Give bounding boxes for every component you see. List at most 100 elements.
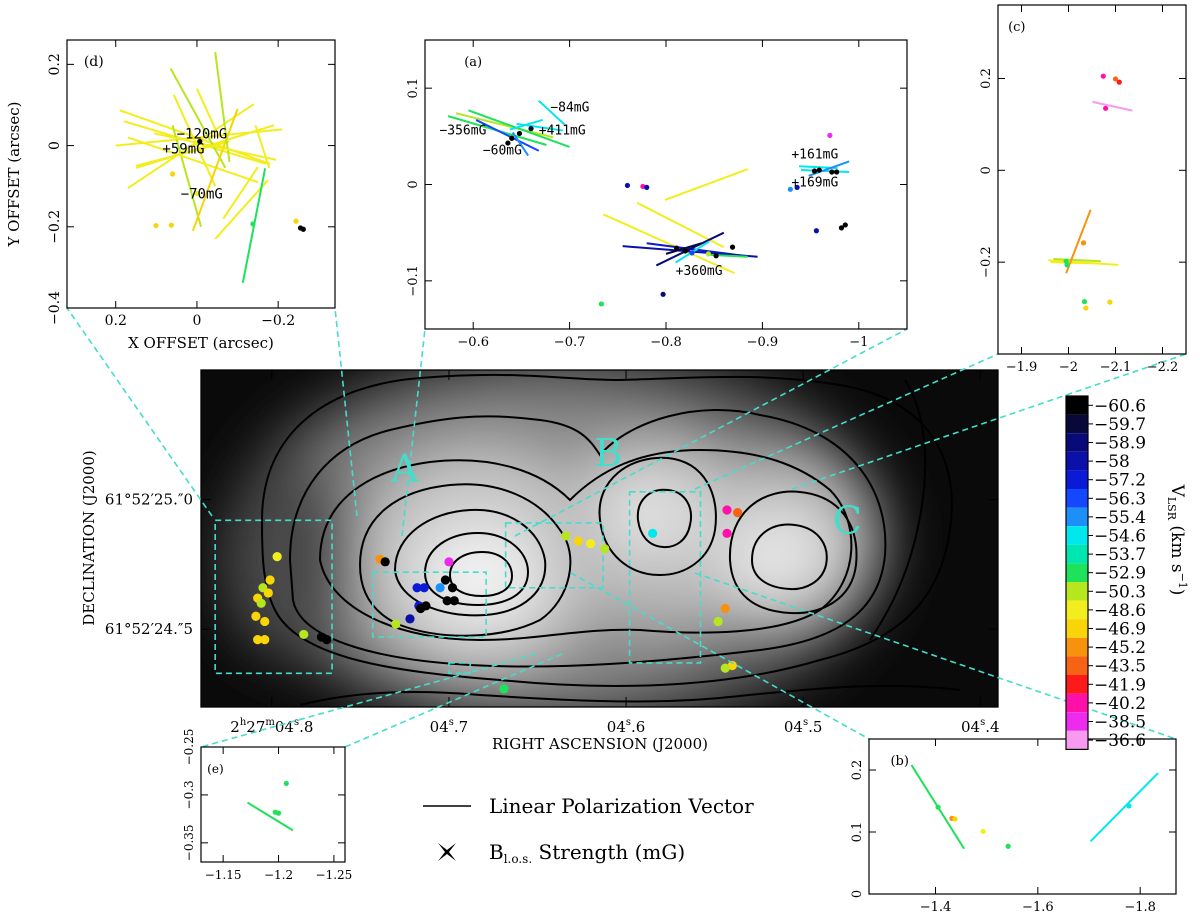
contour-outer — [260, 373, 953, 687]
panel-b: −1.4 −1.6 −1.8 0 0.1 0.2 (b) — [850, 738, 1177, 915]
x-tick-label: −0.8 — [650, 335, 682, 350]
colorbar-tick-label: −50.3 — [1094, 582, 1146, 602]
x-tick-label: 0.2 — [105, 313, 127, 329]
polarization-vector — [1089, 772, 1159, 843]
colorbar-tick-label: −59.7 — [1094, 415, 1146, 435]
y-tick-label: 0 — [47, 141, 63, 150]
maser-spot — [842, 222, 848, 228]
maser-spot — [194, 190, 200, 197]
maser-spot — [435, 583, 445, 593]
panel-c-ticks — [998, 5, 1186, 354]
panel-b-data — [910, 764, 1159, 850]
main-y-tick-label: 61°52′24.″5 — [105, 620, 193, 638]
panel-e-ticks — [201, 746, 345, 862]
maser-spot — [1126, 803, 1132, 809]
zoom-box-b — [504, 522, 604, 589]
polarization-vector — [172, 94, 217, 187]
panel-e: −1.15 −1.2 −1.25 −0.35 −0.3 −0.25 (e) — [182, 729, 352, 882]
maser-spot — [1107, 299, 1113, 305]
field-strength-label: +360mG — [676, 264, 723, 279]
main-x-tick-label: 04s.4 — [961, 717, 1000, 736]
colorbar-swatch — [1066, 470, 1088, 489]
contour-2 — [288, 408, 887, 668]
field-strength-label: +411mG — [539, 123, 586, 138]
main-y-axis-label: DECLINATION (J2000) — [80, 450, 98, 626]
maser-spot — [260, 635, 270, 645]
colorbar-tick-label: −58.9 — [1094, 434, 1146, 454]
colorbar-swatch — [1066, 619, 1088, 638]
colorbar-swatch — [1066, 544, 1088, 564]
guide-line-c — [694, 353, 999, 490]
maser-spot — [813, 228, 819, 234]
x-tick-label: −1.9 — [1006, 360, 1038, 375]
maser-spot — [391, 619, 401, 629]
guide-line-d — [66, 307, 213, 517]
colorbar-tick-label: −54.6 — [1094, 527, 1146, 547]
panel-a-data: −84mG −356mG +411mG −60mG +161mG +169mG +360mG — [439, 99, 850, 307]
maser-spot — [198, 147, 204, 154]
legend-vector-label: Linear Polarization Vector — [489, 794, 754, 818]
panel-d-label: (d) — [84, 54, 104, 70]
panel-d-ticks — [67, 40, 335, 309]
maser-spot — [838, 225, 845, 231]
y-tick-label: 0 — [850, 890, 865, 898]
zoom-guides — [66, 307, 1187, 748]
polarization-vector — [655, 231, 725, 267]
maser-spot — [722, 528, 732, 538]
maser-spot — [442, 596, 452, 606]
colorbar-swatch — [1066, 637, 1088, 657]
x-tick-label: −1 — [849, 335, 868, 350]
x-tick-label: −1.4 — [920, 900, 952, 915]
maser-spot — [980, 828, 986, 834]
maser-spot — [419, 583, 429, 593]
polarization-vector — [602, 213, 735, 275]
maser-spot — [299, 629, 309, 640]
colorbar-swatch — [1066, 600, 1088, 620]
maser-spot — [713, 616, 723, 627]
main-map: A B C 2h27m04s.8 04s.7 04s.6 04s.5 04s.4 61°52′2… — [105, 369, 1000, 736]
maser-spot — [682, 248, 688, 254]
panel-d-x-axis-label: X OFFSET (arcsec) — [128, 334, 274, 352]
y-tick-label: −0.3 — [182, 780, 196, 809]
colorbar-frame — [1065, 395, 1089, 750]
contour-c2 — [750, 523, 828, 591]
maser-spot — [509, 135, 515, 141]
polarization-vector — [1053, 257, 1101, 263]
colorbar-label: VLSR (km s−1) — [1165, 484, 1189, 596]
zoom-box-c — [628, 491, 702, 664]
panel-d-y-axis-label: Y OFFSET (arcsec) — [5, 102, 23, 248]
maser-spot — [416, 603, 426, 614]
y-tick-label: 0.2 — [850, 760, 865, 781]
y-tick-label: 0.2 — [47, 53, 63, 75]
maser-spot — [380, 557, 390, 567]
maser-spot — [727, 660, 737, 671]
contour-b1 — [598, 456, 717, 577]
maser-spot — [811, 168, 818, 174]
field-strength-label: +59mG — [162, 142, 204, 158]
polarization-vector — [511, 131, 529, 157]
maser-spot — [1083, 305, 1089, 311]
polarization-vector — [538, 99, 566, 126]
maser-spot — [251, 611, 261, 621]
colorbar-tick-label: −43.5 — [1094, 657, 1146, 677]
maser-spot — [827, 132, 833, 138]
maser-spot — [705, 251, 712, 257]
x-tick-label: −0.9 — [747, 335, 779, 350]
main-x-tick-label: 04s.7 — [430, 717, 469, 736]
zoom-box-d — [214, 519, 333, 675]
maser-spot — [499, 684, 509, 694]
contour-c1 — [728, 490, 858, 615]
y-tick-label: 0 — [406, 180, 421, 188]
maser-spot — [153, 222, 159, 229]
polarization-vector — [127, 136, 259, 184]
maser-spot — [598, 301, 605, 307]
maser-spot — [689, 250, 695, 256]
x-tick-label: −0.7 — [554, 335, 586, 350]
maser-spot — [573, 536, 583, 546]
guide-line-a — [514, 328, 908, 537]
maser-spot — [644, 184, 650, 190]
polarization-vector — [455, 112, 554, 139]
polarization-vector — [191, 108, 239, 232]
maser-spot — [586, 539, 596, 549]
y-tick-label: 0 — [979, 166, 994, 174]
